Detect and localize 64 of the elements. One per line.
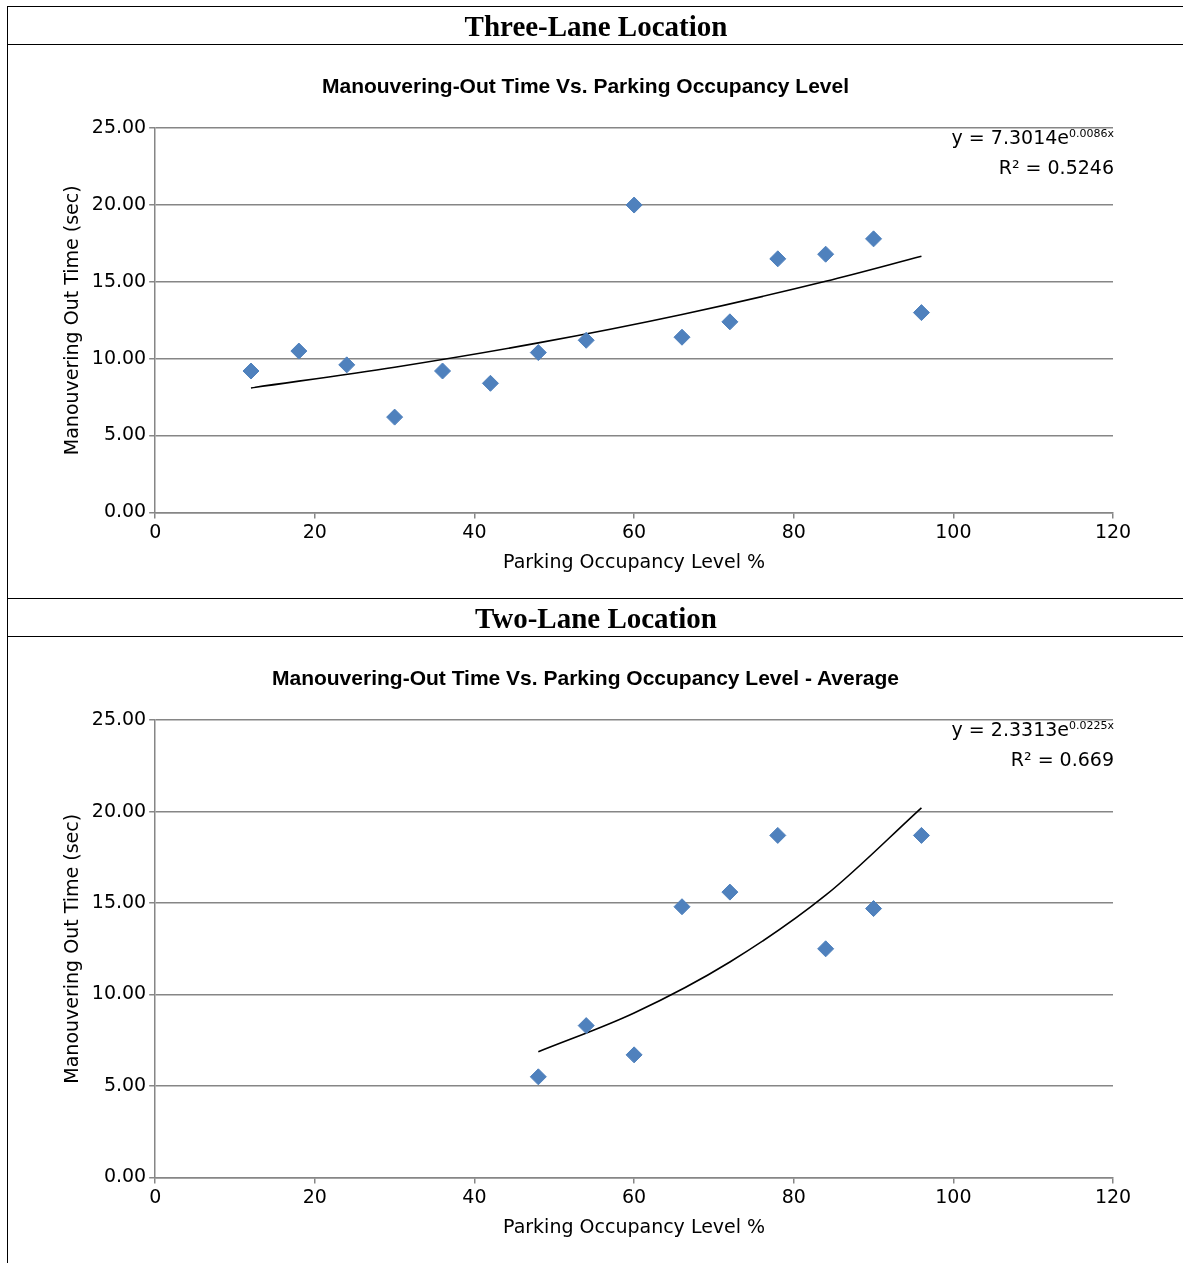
x-axis-title: Parking Occupancy Level % bbox=[503, 549, 766, 572]
x-tick-label: 100 bbox=[935, 519, 972, 542]
y-tick-label: 20.00 bbox=[91, 798, 147, 821]
chart-subtitle: Manouvering-Out Time Vs. Parking Occupancy Level bbox=[321, 74, 850, 98]
annotation: y = 2.3313e$^{0.0225x}$ bbox=[951, 717, 1114, 743]
point bbox=[577, 1017, 595, 1035]
x-tick-label: 20 bbox=[302, 1184, 327, 1207]
x-tick-label: 40 bbox=[462, 519, 487, 542]
point bbox=[912, 826, 930, 844]
y-tick-label: 15.00 bbox=[91, 890, 147, 913]
point bbox=[817, 245, 835, 263]
x-tick-label: 80 bbox=[781, 1184, 806, 1207]
point bbox=[338, 356, 356, 374]
line-series bbox=[250, 255, 923, 389]
x-tick-label: 20 bbox=[302, 519, 327, 542]
x-tick-label: 0 bbox=[149, 519, 162, 542]
y-tick-label: 10.00 bbox=[91, 345, 147, 368]
point bbox=[242, 362, 260, 380]
point bbox=[625, 196, 643, 214]
x-tick-label: 40 bbox=[462, 1184, 487, 1207]
x-tick-label: 80 bbox=[781, 519, 806, 542]
point bbox=[625, 1046, 643, 1064]
line-series bbox=[537, 807, 923, 1053]
y-tick-label: 5.00 bbox=[103, 1072, 147, 1095]
chart-title: Two-Lane Location bbox=[8, 599, 1183, 637]
y-axis-title: Manouvering Out Time (sec) bbox=[60, 185, 83, 456]
point bbox=[721, 313, 739, 331]
point bbox=[529, 344, 547, 362]
y-tick-label: 0.00 bbox=[103, 1164, 147, 1187]
y-tick-label: 15.00 bbox=[91, 268, 147, 291]
point bbox=[865, 900, 883, 918]
y-tick-label: 25.00 bbox=[91, 115, 147, 138]
point bbox=[912, 304, 930, 322]
point bbox=[481, 374, 499, 392]
annotation: y = 7.3014e$^{0.0086x}$ bbox=[951, 125, 1114, 151]
point bbox=[386, 408, 404, 426]
chart-title: Three-Lane Location bbox=[8, 7, 1183, 45]
point bbox=[529, 1068, 547, 1086]
point bbox=[673, 328, 691, 346]
x-tick-label: 120 bbox=[1094, 519, 1132, 542]
point bbox=[434, 362, 452, 380]
x-tick-label: 100 bbox=[935, 1184, 972, 1207]
y-axis-title: Manouvering Out Time (sec) bbox=[60, 813, 83, 1084]
x-tick-label: 60 bbox=[622, 1184, 647, 1207]
x-tick-label: 0 bbox=[149, 1184, 162, 1207]
y-tick-label: 20.00 bbox=[91, 191, 147, 214]
y-tick-label: 25.00 bbox=[91, 707, 147, 730]
y-tick-label: 0.00 bbox=[103, 499, 147, 522]
y-tick-label: 5.00 bbox=[103, 422, 147, 445]
x-tick-label: 60 bbox=[622, 519, 647, 542]
annotation: R² = 0.669 bbox=[1009, 747, 1114, 773]
annotation: R² = 0.5246 bbox=[997, 155, 1114, 181]
point bbox=[865, 230, 883, 248]
point bbox=[817, 940, 835, 958]
x-tick-label: 120 bbox=[1094, 1184, 1132, 1207]
point bbox=[290, 342, 308, 360]
x-axis-title: Parking Occupancy Level % bbox=[503, 1214, 766, 1237]
point bbox=[673, 898, 691, 916]
point bbox=[577, 331, 595, 349]
chart-subtitle: Manouvering-Out Time Vs. Parking Occupancy Level - Average bbox=[271, 666, 900, 690]
y-tick-label: 10.00 bbox=[91, 981, 147, 1004]
point bbox=[769, 250, 787, 268]
point bbox=[769, 826, 787, 844]
point bbox=[721, 883, 739, 901]
